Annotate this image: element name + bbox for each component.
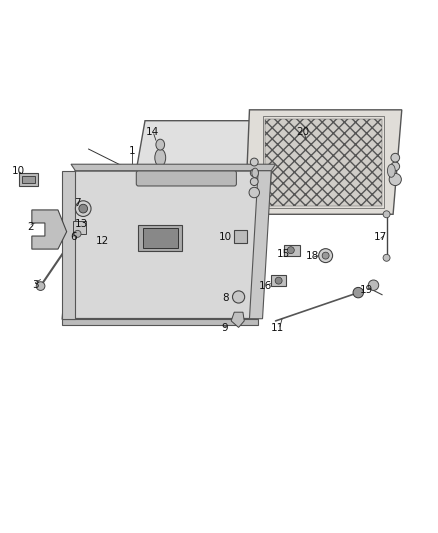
Polygon shape <box>138 225 182 251</box>
Text: 10: 10 <box>219 232 232 242</box>
Text: 6: 6 <box>70 232 77 242</box>
Circle shape <box>251 158 258 166</box>
Ellipse shape <box>252 168 258 177</box>
Text: 12: 12 <box>96 236 110 246</box>
Text: 3: 3 <box>32 280 39 290</box>
Polygon shape <box>73 221 86 234</box>
Circle shape <box>389 173 401 185</box>
Polygon shape <box>62 171 75 319</box>
Polygon shape <box>32 210 67 249</box>
Polygon shape <box>22 176 35 183</box>
Text: 15: 15 <box>277 249 290 260</box>
FancyBboxPatch shape <box>136 171 237 186</box>
Circle shape <box>75 201 91 216</box>
Circle shape <box>368 280 379 290</box>
Text: 1: 1 <box>129 146 135 156</box>
Polygon shape <box>250 171 271 319</box>
Circle shape <box>79 204 88 213</box>
Text: 17: 17 <box>374 232 387 242</box>
Polygon shape <box>132 120 267 195</box>
Polygon shape <box>271 275 286 286</box>
Text: 10: 10 <box>11 166 25 176</box>
Text: 13: 13 <box>75 219 88 229</box>
Text: 7: 7 <box>74 198 81 208</box>
Text: 8: 8 <box>222 293 229 303</box>
Circle shape <box>36 282 45 290</box>
Circle shape <box>287 247 294 254</box>
Ellipse shape <box>155 149 166 166</box>
Polygon shape <box>71 164 276 171</box>
Circle shape <box>319 249 332 263</box>
Polygon shape <box>245 110 402 214</box>
Polygon shape <box>234 230 247 243</box>
Circle shape <box>249 187 259 198</box>
Text: 19: 19 <box>360 286 373 295</box>
Circle shape <box>383 254 390 261</box>
Text: 11: 11 <box>271 324 284 333</box>
Polygon shape <box>231 312 244 327</box>
Text: 18: 18 <box>306 251 319 261</box>
Ellipse shape <box>388 164 395 177</box>
Text: 2: 2 <box>28 222 34 232</box>
Ellipse shape <box>156 139 165 150</box>
Polygon shape <box>19 173 39 186</box>
Text: 20: 20 <box>297 127 310 138</box>
Polygon shape <box>62 319 258 325</box>
Circle shape <box>383 211 390 218</box>
Circle shape <box>74 230 81 237</box>
Circle shape <box>322 252 329 259</box>
Circle shape <box>251 177 258 185</box>
Circle shape <box>391 162 399 171</box>
Polygon shape <box>284 245 300 256</box>
Circle shape <box>251 169 258 177</box>
Polygon shape <box>62 171 271 319</box>
Text: 16: 16 <box>258 281 272 291</box>
Polygon shape <box>143 228 178 248</box>
Circle shape <box>353 287 364 298</box>
Text: 9: 9 <box>221 324 228 333</box>
Circle shape <box>391 154 399 162</box>
Circle shape <box>233 291 245 303</box>
Circle shape <box>275 277 282 284</box>
Text: 14: 14 <box>146 127 159 138</box>
Bar <box>265 119 382 206</box>
